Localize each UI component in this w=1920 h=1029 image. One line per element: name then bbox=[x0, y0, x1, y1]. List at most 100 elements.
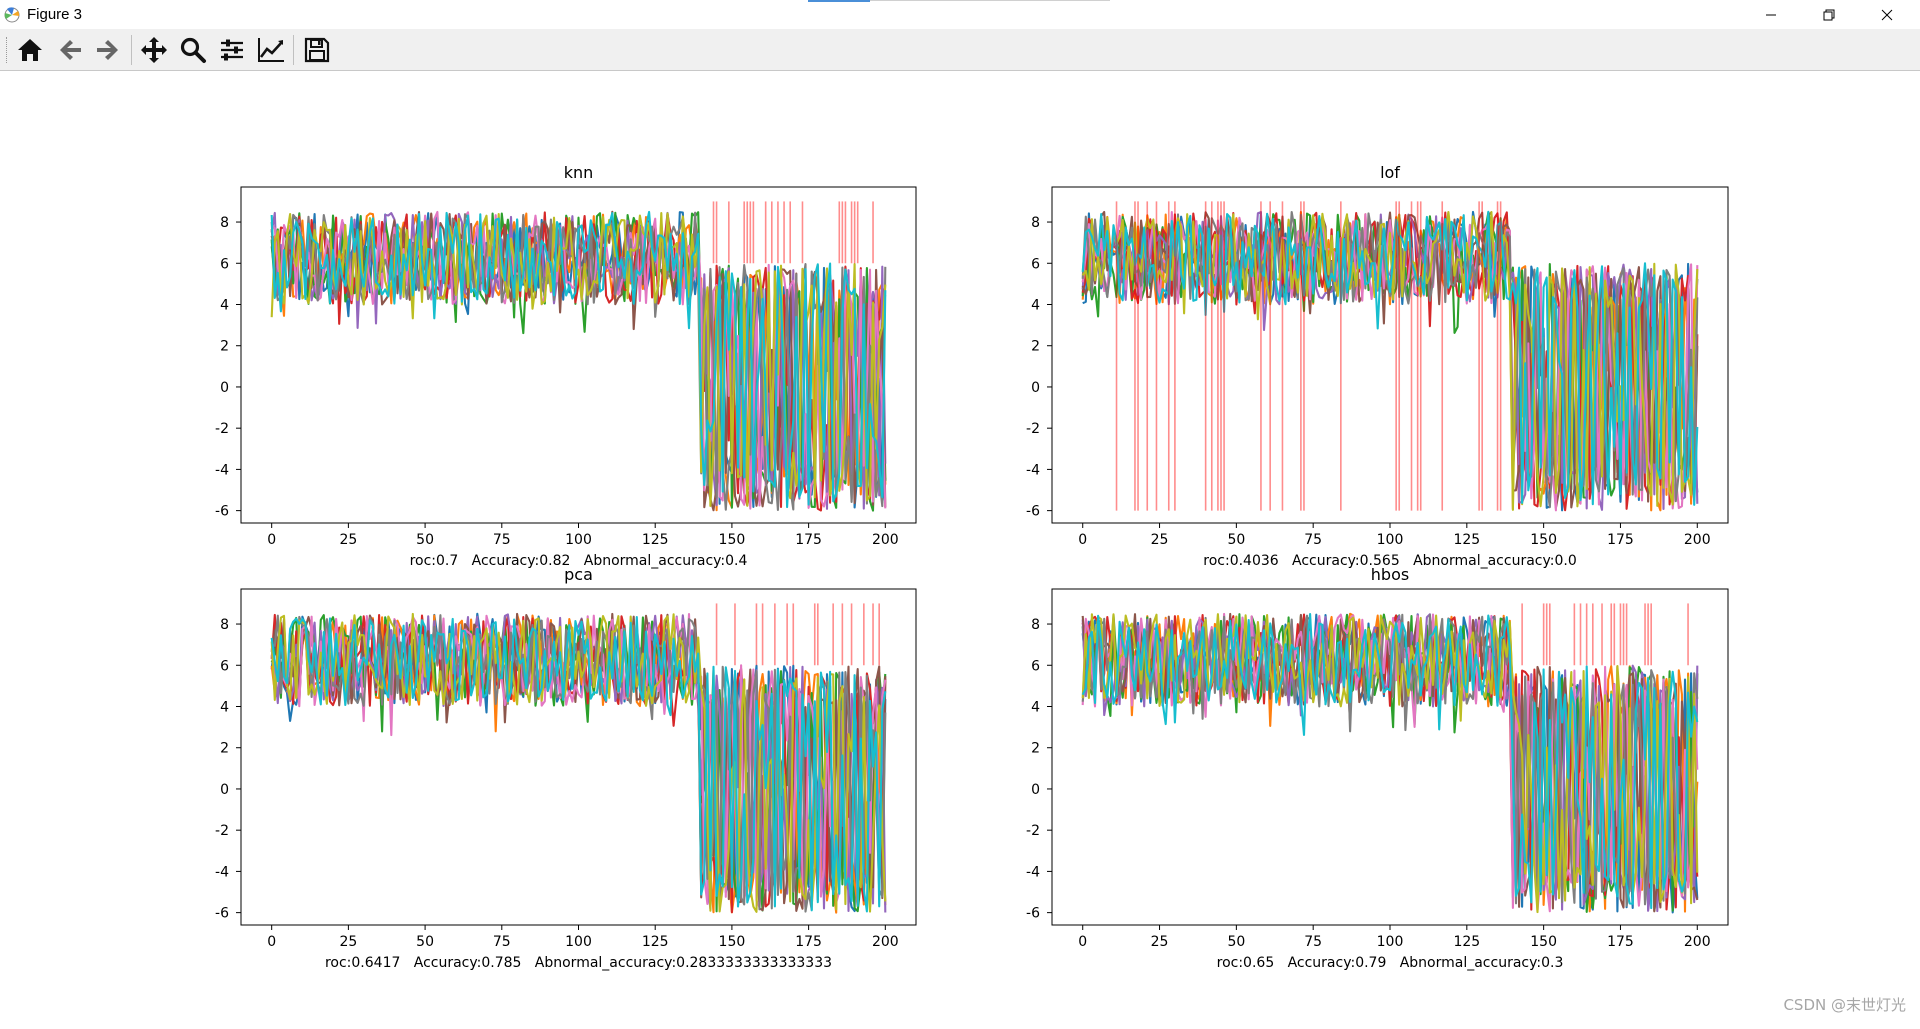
x-tick-label: 150 bbox=[719, 532, 746, 548]
x-tick-label: 150 bbox=[719, 934, 746, 950]
y-tick-label: -6 bbox=[215, 504, 229, 520]
floppy-icon bbox=[303, 36, 331, 64]
subplot-pca: 0 25 50 75 100 125 150 175 200 -6 -4 -2 0 2 4 6 8 pca roc:… bbox=[215, 565, 916, 971]
plot-area bbox=[1083, 201, 1698, 510]
x-tick-label: 100 bbox=[1377, 934, 1404, 950]
subplot-title: lof bbox=[1380, 163, 1400, 182]
magnifier-icon bbox=[179, 36, 207, 64]
pan-button[interactable] bbox=[138, 34, 170, 66]
x-tick-label: 75 bbox=[1304, 934, 1322, 950]
x-tick-label: 175 bbox=[795, 934, 822, 950]
x-tick-label: 50 bbox=[416, 532, 434, 548]
y-tick-label: 6 bbox=[220, 658, 229, 674]
x-tick-label: 175 bbox=[1607, 934, 1634, 950]
y-tick-label: 4 bbox=[1031, 297, 1040, 313]
subplot-knn: 0 25 50 75 100 125 150 175 200 -6 -4 -2 0 2 4 6 8 knn roc:… bbox=[215, 163, 916, 569]
x-tick-label: 125 bbox=[642, 532, 669, 548]
y-tick-label: -4 bbox=[215, 864, 229, 880]
navigation-toolbar bbox=[0, 29, 1920, 71]
x-tick-label: 125 bbox=[1453, 934, 1480, 950]
x-tick-label: 75 bbox=[493, 532, 511, 548]
y-tick-label: 6 bbox=[1031, 658, 1040, 674]
subplot-title: pca bbox=[564, 565, 593, 584]
x-tick-label: 100 bbox=[565, 934, 592, 950]
figure-canvas[interactable]: 0 25 50 75 100 125 150 175 200 -6 -4 -2 0 2 4 6 8 knn roc:… bbox=[0, 71, 1920, 1025]
zoom-button[interactable] bbox=[177, 34, 209, 66]
save-button[interactable] bbox=[301, 34, 333, 66]
y-tick-label: 2 bbox=[220, 339, 229, 355]
y-tick-label: -4 bbox=[1026, 864, 1040, 880]
y-tick-label: -6 bbox=[215, 906, 229, 922]
edit-axes-button[interactable] bbox=[255, 34, 287, 66]
minimize-button[interactable] bbox=[1748, 0, 1794, 29]
y-tick-label: -2 bbox=[1026, 421, 1040, 437]
watermark: CSDN @末世灯光 bbox=[1783, 994, 1906, 1015]
move-icon bbox=[140, 36, 168, 64]
sliders-icon bbox=[218, 36, 246, 64]
figure: 0 25 50 75 100 125 150 175 200-6-4-202468knnroc:… bbox=[0, 71, 1920, 1025]
x-tick-label: 25 bbox=[1151, 532, 1169, 548]
matplotlib-icon bbox=[3, 6, 21, 24]
y-tick-label: 2 bbox=[1031, 741, 1040, 757]
x-tick-label: 200 bbox=[1684, 934, 1711, 950]
subplot-title: hbos bbox=[1371, 565, 1409, 584]
x-tick-label: 25 bbox=[339, 934, 357, 950]
x-tick-label: 175 bbox=[795, 532, 822, 548]
x-tick-label: 150 bbox=[1530, 532, 1557, 548]
x-tick-label: 0 bbox=[1078, 532, 1087, 548]
forward-button[interactable] bbox=[92, 34, 124, 66]
y-tick-label: 0 bbox=[1031, 782, 1040, 798]
y-tick-label: 0 bbox=[220, 380, 229, 396]
toolbar-grip bbox=[6, 37, 9, 63]
x-tick-label: 50 bbox=[1227, 532, 1245, 548]
subplot-hbos: 0 25 50 75 100 125 150 175 200 -6 -4 -2 0 2 4 6 8 hbos roc… bbox=[1026, 565, 1728, 971]
subplots-button[interactable] bbox=[216, 34, 248, 66]
window-titlebar: Figure 3 bbox=[0, 0, 1920, 29]
metrics-label: roc:0.65 Accuracy:0.79 Abnormal_accuracy… bbox=[1217, 955, 1564, 971]
arrow-right-icon bbox=[94, 36, 122, 64]
x-tick-label: 50 bbox=[416, 934, 434, 950]
y-tick-label: 2 bbox=[1031, 339, 1040, 355]
y-tick-label: 6 bbox=[1031, 256, 1040, 272]
y-tick-label: -4 bbox=[1026, 462, 1040, 478]
x-tick-label: 200 bbox=[872, 532, 899, 548]
plot-area bbox=[272, 201, 886, 510]
home-icon bbox=[16, 36, 44, 64]
x-tick-label: 125 bbox=[1453, 532, 1480, 548]
y-tick-label: 2 bbox=[220, 741, 229, 757]
x-tick-label: 125 bbox=[642, 934, 669, 950]
y-tick-label: 6 bbox=[220, 256, 229, 272]
close-button[interactable] bbox=[1864, 0, 1910, 29]
y-tick-label: 8 bbox=[220, 215, 229, 231]
x-tick-label: 25 bbox=[1151, 934, 1169, 950]
y-tick-label: 0 bbox=[220, 782, 229, 798]
y-tick-label: -2 bbox=[1026, 823, 1040, 839]
subplot-lof: 0 25 50 75 100 125 150 175 200 -6 -4 -2 0 2 4 6 8 lof roc:… bbox=[1026, 163, 1728, 569]
y-tick-label: 8 bbox=[1031, 215, 1040, 231]
back-button[interactable] bbox=[54, 34, 86, 66]
restore-icon bbox=[1823, 9, 1835, 21]
toolbar-separator bbox=[131, 35, 132, 65]
y-tick-label: 8 bbox=[1031, 617, 1040, 633]
arrow-left-icon bbox=[56, 36, 84, 64]
x-tick-label: 0 bbox=[267, 532, 276, 548]
metrics-label: roc:0.6417 Accuracy:0.785 Abnormal_accur… bbox=[325, 955, 832, 971]
x-tick-label: 200 bbox=[1684, 532, 1711, 548]
y-tick-label: 4 bbox=[220, 699, 229, 715]
x-tick-label: 0 bbox=[267, 934, 276, 950]
home-button[interactable] bbox=[14, 34, 46, 66]
x-tick-label: 25 bbox=[339, 532, 357, 548]
x-tick-label: 75 bbox=[1304, 532, 1322, 548]
window-title: Figure 3 bbox=[27, 6, 82, 23]
x-tick-label: 75 bbox=[493, 934, 511, 950]
y-tick-label: 0 bbox=[1031, 380, 1040, 396]
restore-button[interactable] bbox=[1806, 0, 1852, 29]
x-tick-label: 150 bbox=[1530, 934, 1557, 950]
plot-area bbox=[272, 603, 886, 912]
x-tick-label: 100 bbox=[1377, 532, 1404, 548]
x-tick-label: 175 bbox=[1607, 532, 1634, 548]
y-tick-label: -2 bbox=[215, 421, 229, 437]
x-tick-label: 50 bbox=[1227, 934, 1245, 950]
y-tick-label: 8 bbox=[220, 617, 229, 633]
y-tick-label: -2 bbox=[215, 823, 229, 839]
